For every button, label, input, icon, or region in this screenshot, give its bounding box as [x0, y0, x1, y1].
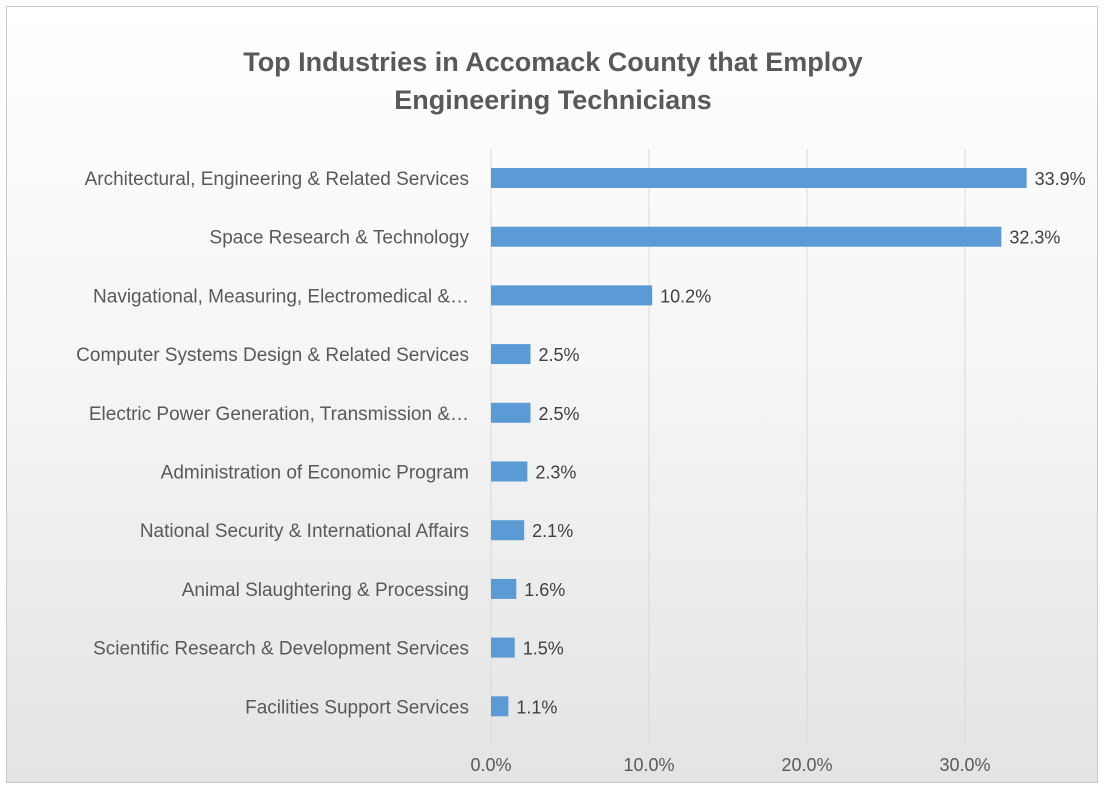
category-label: Computer Systems Design & Related Servic…: [76, 345, 469, 366]
category-label: Space Research & Technology: [210, 228, 470, 249]
data-label: 32.3%: [1009, 228, 1060, 248]
value-labels: 33.9% 32.3% 10.2% 2.5% 2.5% 2.3% 2.1% 1.6% 1.5% 1…: [516, 169, 1085, 717]
category-label: Electric Power Generation, Transmission …: [89, 404, 469, 425]
bar: [491, 461, 528, 482]
chart-title-line-1: Top Industries in Accomack County that E…: [243, 47, 863, 77]
bar: [491, 168, 1027, 188]
chart-title-line-2: Engineering Technicians: [394, 85, 712, 115]
bars: [491, 168, 1027, 717]
data-label: 2.5%: [539, 345, 580, 365]
bar: [491, 520, 525, 541]
data-label: 33.9%: [1035, 169, 1086, 189]
x-tick-label: 20.0%: [781, 755, 832, 775]
bar: [491, 285, 653, 306]
data-label: 1.5%: [523, 639, 564, 659]
x-tick-label: 10.0%: [623, 755, 674, 775]
category-label: Administration of Economic Program: [161, 463, 469, 484]
data-label: 1.1%: [516, 697, 557, 717]
data-label: 2.5%: [539, 404, 580, 424]
category-label: Animal Slaughtering & Processing: [182, 580, 469, 601]
category-label: Facilities Support Services: [245, 697, 469, 718]
data-label: 10.2%: [660, 286, 711, 306]
bar: [491, 578, 517, 599]
x-tick-label: 30.0%: [939, 755, 990, 775]
x-axis-tick-labels: 0.0% 10.0% 20.0% 30.0%: [470, 755, 990, 775]
bar: [491, 402, 531, 423]
data-label: 1.6%: [524, 580, 565, 600]
bar: [491, 696, 509, 717]
bar: [491, 344, 531, 365]
category-label: Scientific Research & Development Servic…: [93, 639, 469, 660]
category-label: National Security & International Affair…: [140, 521, 469, 542]
bar: [491, 226, 1002, 247]
chart-frame: Top Industries in Accomack County that E…: [6, 6, 1098, 783]
x-tick-label: 0.0%: [470, 755, 511, 775]
chart-title: Top Industries in Accomack County that E…: [7, 43, 1099, 119]
bar-chart-plot: Architectural, Engineering & Related Ser…: [76, 149, 1086, 775]
bar: [491, 637, 515, 658]
category-label: Architectural, Engineering & Related Ser…: [85, 169, 469, 190]
category-labels: Architectural, Engineering & Related Ser…: [76, 169, 469, 718]
category-label: Navigational, Measuring, Electromedical …: [93, 286, 469, 307]
data-label: 2.1%: [532, 521, 573, 541]
data-label: 2.3%: [535, 463, 576, 483]
